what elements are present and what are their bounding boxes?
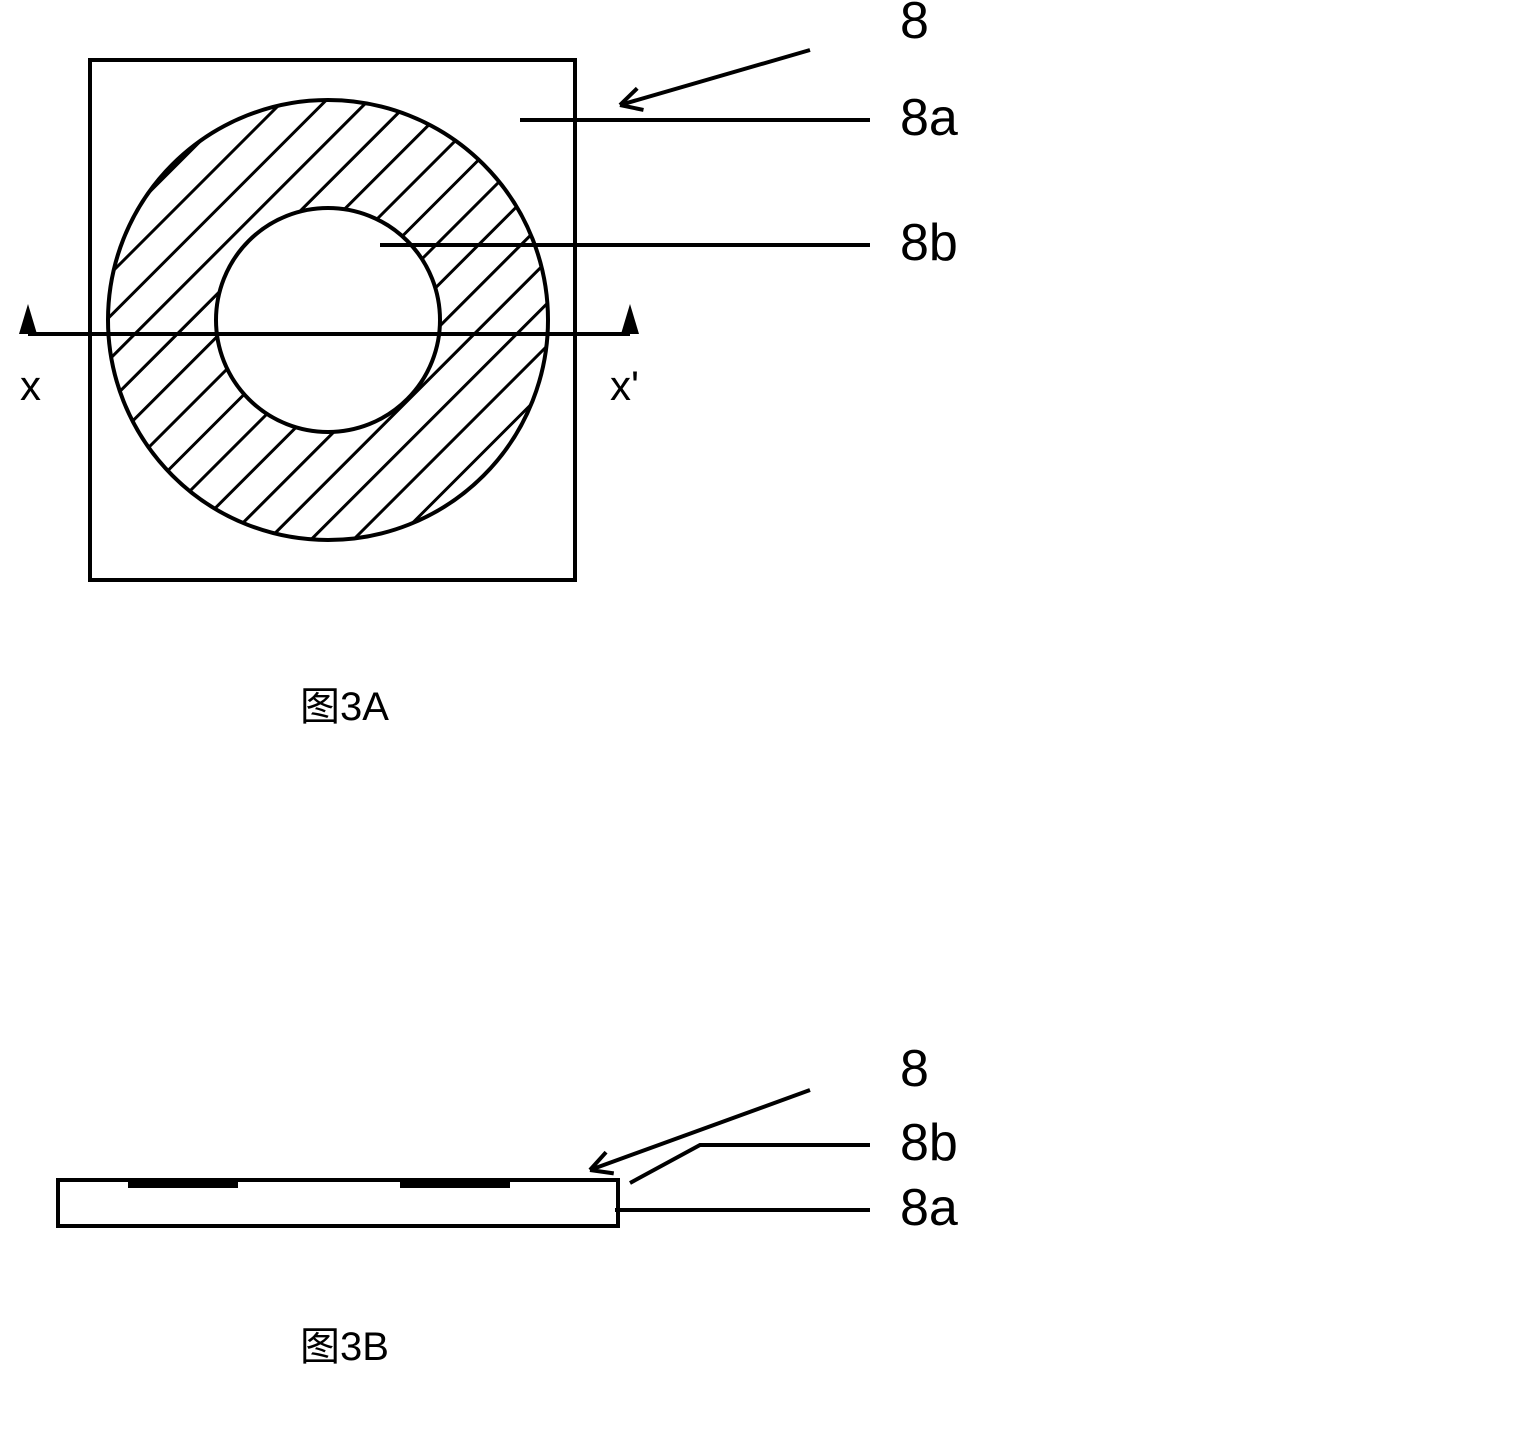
caption-3a: 图3A [300, 685, 389, 729]
callout-8-arrow-shaft [620, 50, 810, 105]
label-x-left: x [20, 362, 41, 409]
callout-8-arrow-b-shaft [590, 1090, 810, 1170]
page: x x' 8 8a 8b 图3A 8 8b 8a 图3B [0, 0, 1529, 1438]
section-arrow-left [19, 304, 37, 334]
callout-8b-text: 8b [900, 214, 958, 272]
callout-8b-leader-b [630, 1145, 870, 1183]
callout-8-arrow-head2 [620, 105, 643, 110]
callout-8-text-b: 8 [900, 1040, 929, 1098]
stripe-right [400, 1180, 510, 1188]
figure-3a-group: x x' 8 8a 8b 图3A [19, 0, 958, 729]
stripe-left [128, 1180, 238, 1188]
callout-8a-text-b: 8a [900, 1179, 958, 1237]
figure-3b-group: 8 8b 8a 图3B [58, 1040, 958, 1369]
callout-8a-text: 8a [900, 89, 958, 147]
label-x-right: x' [610, 362, 639, 409]
caption-3b: 图3B [300, 1325, 389, 1369]
callout-8-arrow-b-head2 [590, 1170, 614, 1173]
section-arrow-right [621, 304, 639, 334]
diagram-svg: x x' 8 8a 8b 图3A 8 8b 8a 图3B [0, 0, 1529, 1438]
callout-8b-text-b: 8b [900, 1114, 958, 1172]
callout-8-text: 8 [900, 0, 929, 50]
